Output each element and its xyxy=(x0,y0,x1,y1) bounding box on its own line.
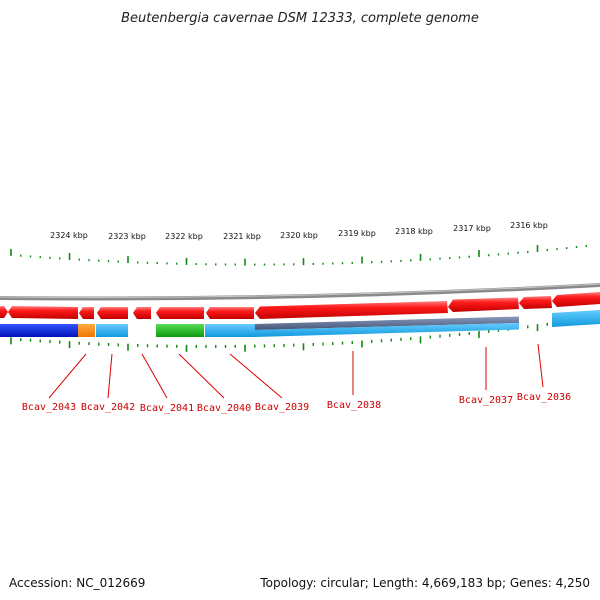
gene-block-green xyxy=(156,324,204,337)
scale-ticks-outer xyxy=(10,244,587,266)
gene-label: Bcav_2042 xyxy=(81,402,135,413)
scale-label: 2319 kbp xyxy=(338,229,376,238)
scale-label: 2322 kbp xyxy=(165,232,203,241)
gene-arrow xyxy=(552,292,600,307)
scale-labels: 2324 kbp 2323 kbp 2322 kbp 2321 kbp 2320… xyxy=(50,221,548,241)
gene-block-slate xyxy=(255,316,519,330)
gene-arrow xyxy=(97,307,128,319)
leader-line xyxy=(107,353,113,399)
gene-arrow xyxy=(448,297,519,312)
gene-labels: Bcav_2043 Bcav_2042 Bcav_2041 Bcav_2040 … xyxy=(22,392,571,414)
cog-category-blocks xyxy=(0,310,600,337)
gene-label: Bcav_2039 xyxy=(255,402,309,413)
gene-arrow xyxy=(519,296,552,309)
gene-label: Bcav_2038 xyxy=(327,400,381,411)
scale-label: 2318 kbp xyxy=(395,227,433,236)
genome-backbone-highlight xyxy=(0,283,600,298)
gene-leader-lines xyxy=(48,343,544,399)
leader-line xyxy=(178,353,225,399)
scale-label: 2323 kbp xyxy=(108,232,146,241)
gene-label: Bcav_2043 xyxy=(22,402,76,413)
gene-block-cyan xyxy=(552,310,600,327)
gene-label: Bcav_2041 xyxy=(140,403,194,414)
scale-label: 2321 kbp xyxy=(223,232,261,241)
leader-line xyxy=(229,353,283,399)
gene-label: Bcav_2036 xyxy=(517,392,571,403)
gene-arrow xyxy=(0,306,8,318)
forward-strand-genes xyxy=(0,292,600,319)
gene-arrow xyxy=(79,307,94,319)
topology-text: Topology: circular; Length: 4,669,183 bp… xyxy=(260,576,590,590)
leader-line xyxy=(537,343,544,388)
gene-label: Bcav_2040 xyxy=(197,403,251,414)
gene-label: Bcav_2037 xyxy=(459,395,513,406)
gene-arrow xyxy=(8,306,78,319)
accession-text: Accession: NC_012669 xyxy=(9,576,146,590)
leader-line xyxy=(48,353,87,399)
gene-block-blue xyxy=(0,324,78,337)
scale-label: 2324 kbp xyxy=(50,231,88,240)
gene-block-orange xyxy=(78,324,95,337)
gene-arrow xyxy=(156,307,204,319)
gene-block-cyan xyxy=(255,323,519,337)
gene-arrow xyxy=(255,301,448,319)
scale-label: 2317 kbp xyxy=(453,224,491,233)
gene-block-cyan xyxy=(205,324,255,337)
scale-label: 2316 kbp xyxy=(510,221,548,230)
gene-block-cyan xyxy=(96,324,128,337)
leader-line xyxy=(141,353,168,399)
map-title: Beutenbergia cavernae DSM 12333, complet… xyxy=(121,11,479,26)
gene-arrow xyxy=(206,307,254,319)
genome-backbone xyxy=(0,283,600,301)
gene-arrow xyxy=(133,307,151,319)
scale-label: 2320 kbp xyxy=(280,231,318,240)
